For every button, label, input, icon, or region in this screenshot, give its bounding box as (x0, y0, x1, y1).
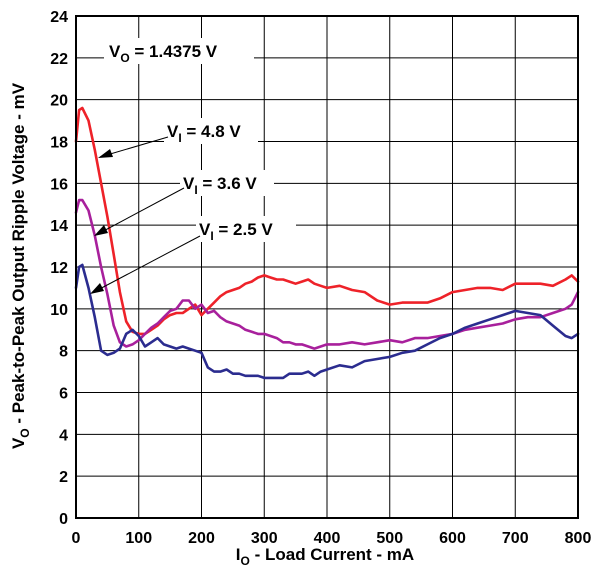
vi36-arrow-line (95, 187, 185, 236)
x-tick-label: 300 (251, 530, 278, 547)
x-tick-label: 600 (439, 530, 466, 547)
y-tick-label: 16 (50, 176, 68, 193)
plot-frame (75, 15, 579, 519)
grid (75, 15, 579, 519)
vi48-arrowhead (98, 149, 113, 158)
y-tick-label: 2 (59, 469, 68, 486)
y-tick-label: 24 (50, 9, 68, 26)
y-tick-label: 4 (59, 427, 68, 444)
series-lines (74, 106, 580, 380)
vi36-arrowhead (94, 225, 108, 236)
x-axis-title: IO - Load Current - mA (236, 545, 414, 568)
y-tick-label: 6 (59, 386, 68, 403)
vo-annotation-bg (104, 38, 254, 64)
y-tick-label: 8 (59, 344, 68, 361)
y-axis-title: VO - Peak-to-Peak Output Ripple Voltage … (9, 82, 32, 449)
vi25-annotation: VI = 2.5 V (199, 220, 273, 243)
vo-annotation: VO = 1.4375 V (109, 42, 218, 65)
vi48-annotation: VI = 4.8 V (167, 122, 241, 145)
tick-labels: 0 100 200 300 400 500 600 700 800024681012141618… (50, 9, 591, 547)
vi25-arrowhead (90, 283, 104, 294)
vi25-annotation-bg (196, 216, 296, 242)
x-tick-label: 500 (376, 530, 403, 547)
vi25-arrow-line (91, 235, 201, 294)
x-tick-label: 400 (314, 530, 341, 547)
y-tick-label: 10 (50, 302, 68, 319)
y-tick-label: 14 (50, 218, 68, 235)
y-tick-label: 12 (50, 260, 68, 277)
vi36-annotation-bg (180, 170, 274, 196)
x-tick-label: 800 (565, 530, 592, 547)
x-tick-label: 200 (188, 530, 215, 547)
vi48-annotation-bg (164, 118, 258, 144)
x-tick-label: 700 (502, 530, 529, 547)
y-tick-label: 18 (50, 135, 68, 152)
series-line-vi25 (74, 263, 580, 380)
x-tick-label: 100 (125, 530, 152, 547)
y-tick-label: 22 (50, 51, 68, 68)
x-tick-label: 0 (72, 530, 81, 547)
y-tick-label: 20 (50, 93, 68, 110)
y-tick-label: 0 (59, 511, 68, 528)
vi36-annotation: VI = 3.6 V (183, 174, 257, 197)
